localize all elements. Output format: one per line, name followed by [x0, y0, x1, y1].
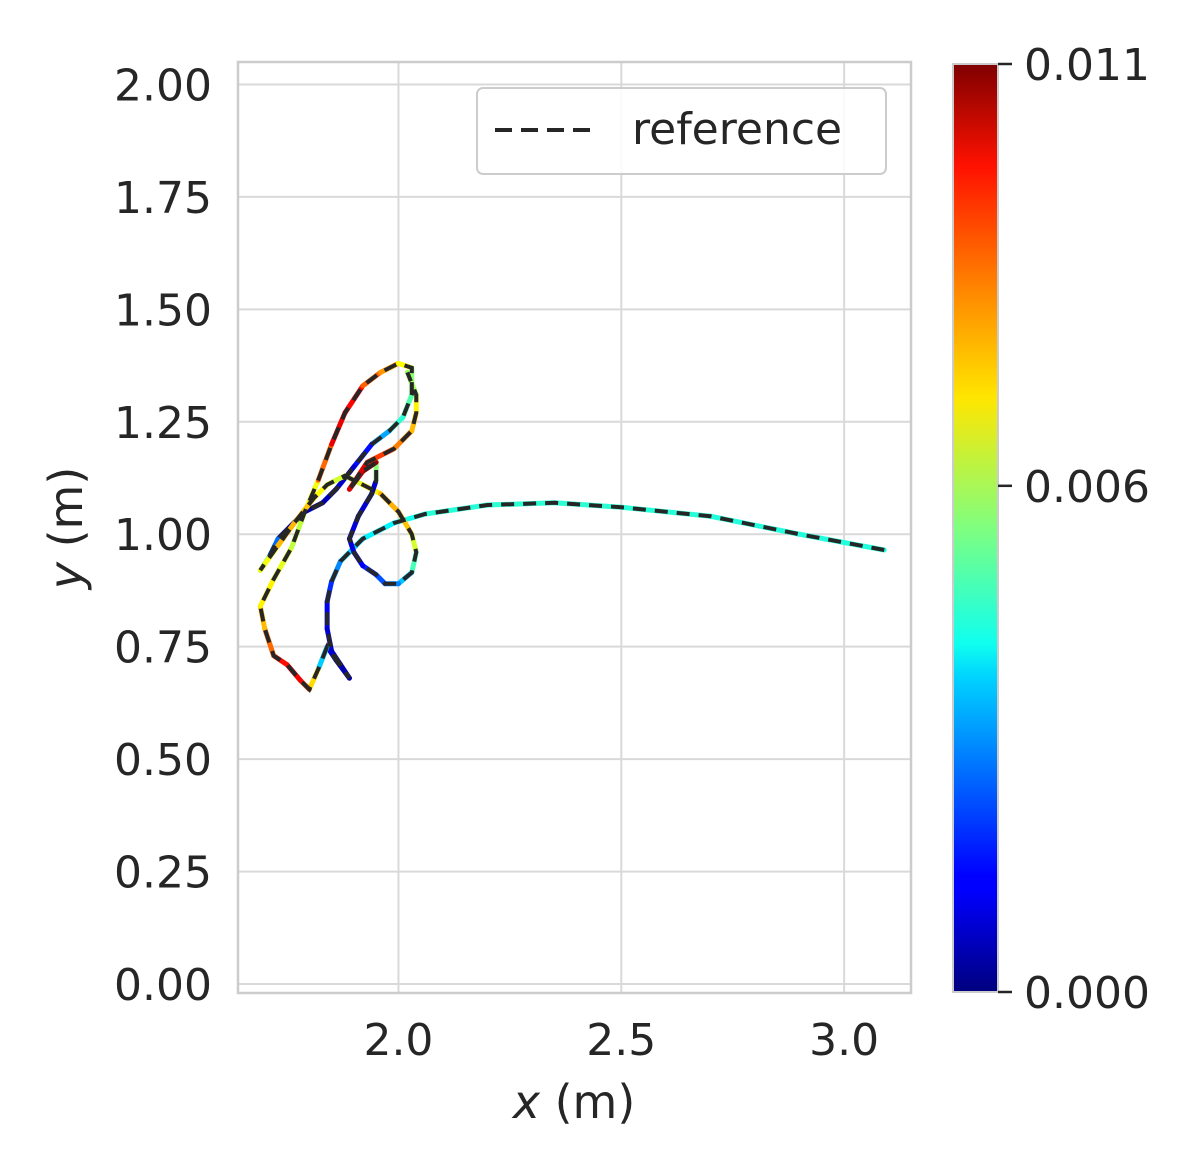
colorbar-ticks: 0.000 0.006 0.011 — [998, 40, 1150, 1019]
legend: reference — [476, 87, 887, 175]
colorbar-tick-label: 0.000 — [1024, 968, 1150, 1019]
x-tick-label: 3.0 — [809, 1015, 879, 1066]
colorbar-tick-label: 0.006 — [1024, 462, 1150, 513]
trajectory-segment — [422, 502, 491, 517]
y-tick-label: 0.50 — [114, 735, 212, 786]
colorbar: 0.000 0.006 0.011 — [952, 40, 1150, 1019]
y-tick-label: 1.50 — [114, 285, 212, 336]
trajectory-segment — [485, 500, 557, 508]
plot-frame — [236, 60, 913, 995]
legend-reference-label: reference — [632, 104, 842, 155]
x-axis-label: x (m) — [511, 1075, 636, 1129]
y-tick-label: 1.00 — [114, 510, 212, 561]
y-tick-label: 1.75 — [114, 173, 212, 224]
colorbar-tick-label: 0.011 — [1024, 40, 1150, 91]
y-axis-label: y (m) — [39, 467, 93, 592]
y-tick-labels: 0.00 0.25 0.50 0.75 1.00 1.25 1.50 1.75 2.00 — [114, 60, 212, 1011]
y-tick-label: 1.25 — [114, 398, 212, 449]
y-tick-label: 0.25 — [114, 848, 212, 899]
colorbar-gradient — [952, 63, 999, 993]
x-tick-labels: 2.0 2.5 3.0 — [363, 1015, 879, 1066]
y-tick-label: 0.00 — [114, 960, 212, 1011]
y-tick-label: 2.00 — [114, 60, 212, 111]
grid-lines — [238, 62, 911, 993]
x-tick-label: 2.5 — [586, 1015, 656, 1066]
x-tick-label: 2.0 — [363, 1015, 433, 1066]
reference-line — [258, 361, 885, 693]
legend-box — [476, 87, 887, 175]
trajectory-segment — [551, 500, 624, 510]
plot-background — [238, 62, 911, 993]
y-tick-label: 0.75 — [114, 623, 212, 674]
